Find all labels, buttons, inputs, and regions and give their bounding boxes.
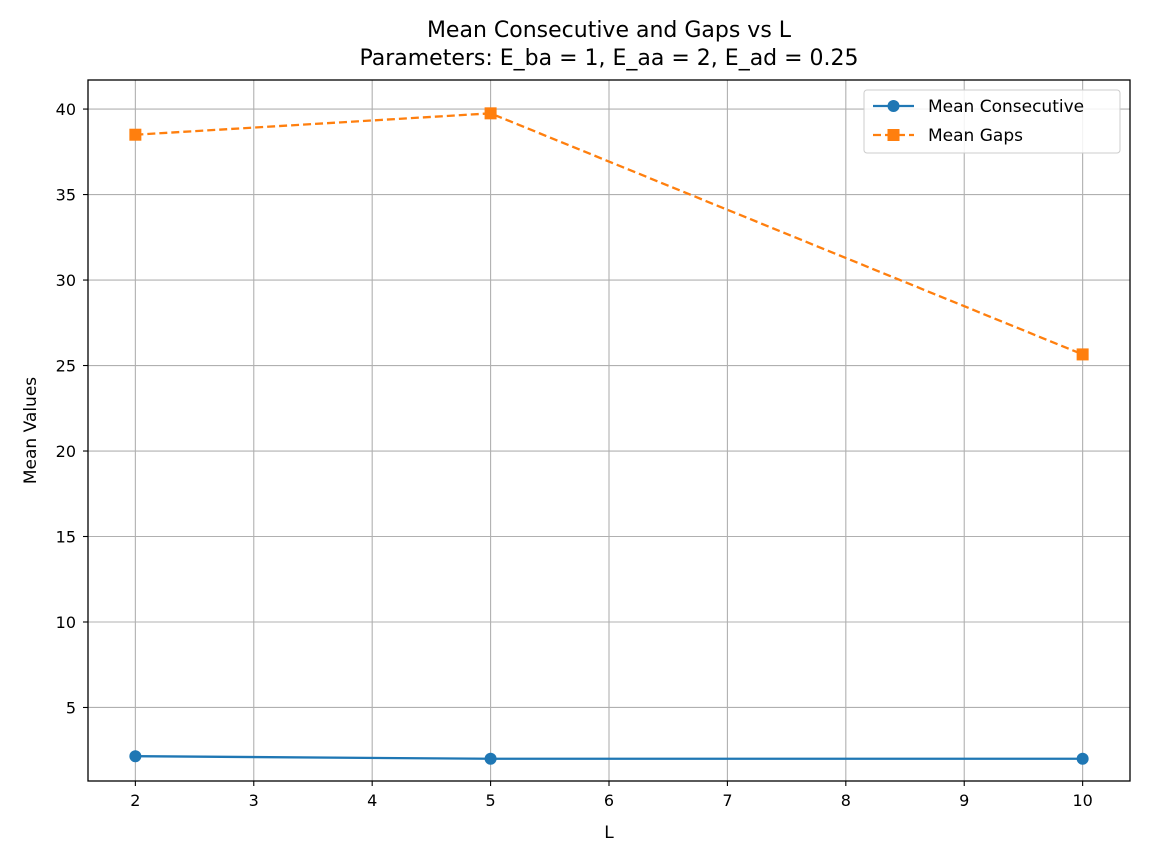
x-tick-label: 10 (1072, 791, 1092, 810)
legend-mean-consecutive-marker (887, 100, 900, 112)
x-tick-label: 2 (130, 791, 140, 810)
chart-subtitle: Parameters: E_ba = 1, E_aa = 2, E_ad = 0… (359, 46, 859, 71)
x-tick-label: 6 (604, 791, 614, 810)
x-tick-label: 4 (367, 791, 377, 810)
legend-mean-gaps-marker (887, 129, 900, 141)
mean-gaps-point (484, 107, 497, 120)
y-tick-label: 10 (56, 613, 76, 632)
x-tick-label: 3 (249, 791, 259, 810)
mean-consecutive-series (129, 750, 1089, 765)
x-tick-label: 5 (485, 791, 495, 810)
x-tick-label: 9 (959, 791, 969, 810)
y-tick-label: 20 (56, 442, 76, 461)
y-tick-label: 15 (56, 528, 76, 547)
chart-title: Mean Consecutive and Gaps vs L (426, 18, 792, 43)
x-axis-label: L (604, 823, 614, 843)
y-axis-label: Mean Values (21, 377, 41, 484)
mean-consecutive-point (1076, 752, 1089, 765)
mean-gaps-series (129, 107, 1089, 361)
grid-lines (88, 80, 1130, 781)
x-tick-label: 7 (722, 791, 732, 810)
legend: Mean Consecutive Mean Gaps (863, 89, 1121, 154)
legend-mean-gaps-label: Mean Gaps (928, 126, 1023, 146)
y-tick-label: 35 (56, 186, 76, 205)
y-tick-label: 25 (56, 357, 76, 376)
axis-ticks: 2 3 4 5 6 7 8 9 10 5 10 15 20 25 30 35 40 (56, 100, 1093, 810)
mean-gaps-point (1076, 348, 1089, 361)
series-layer (129, 107, 1089, 765)
mean-consecutive-point (129, 750, 142, 763)
legend-mean-consecutive-label: Mean Consecutive (928, 97, 1084, 117)
mean-consecutive-point (484, 752, 497, 765)
y-tick-label: 5 (66, 698, 76, 717)
x-tick-label: 8 (841, 791, 851, 810)
legend-box (863, 89, 1121, 154)
mean-gaps-point (129, 128, 142, 141)
y-tick-label: 30 (56, 271, 76, 290)
y-tick-label: 40 (56, 100, 76, 119)
